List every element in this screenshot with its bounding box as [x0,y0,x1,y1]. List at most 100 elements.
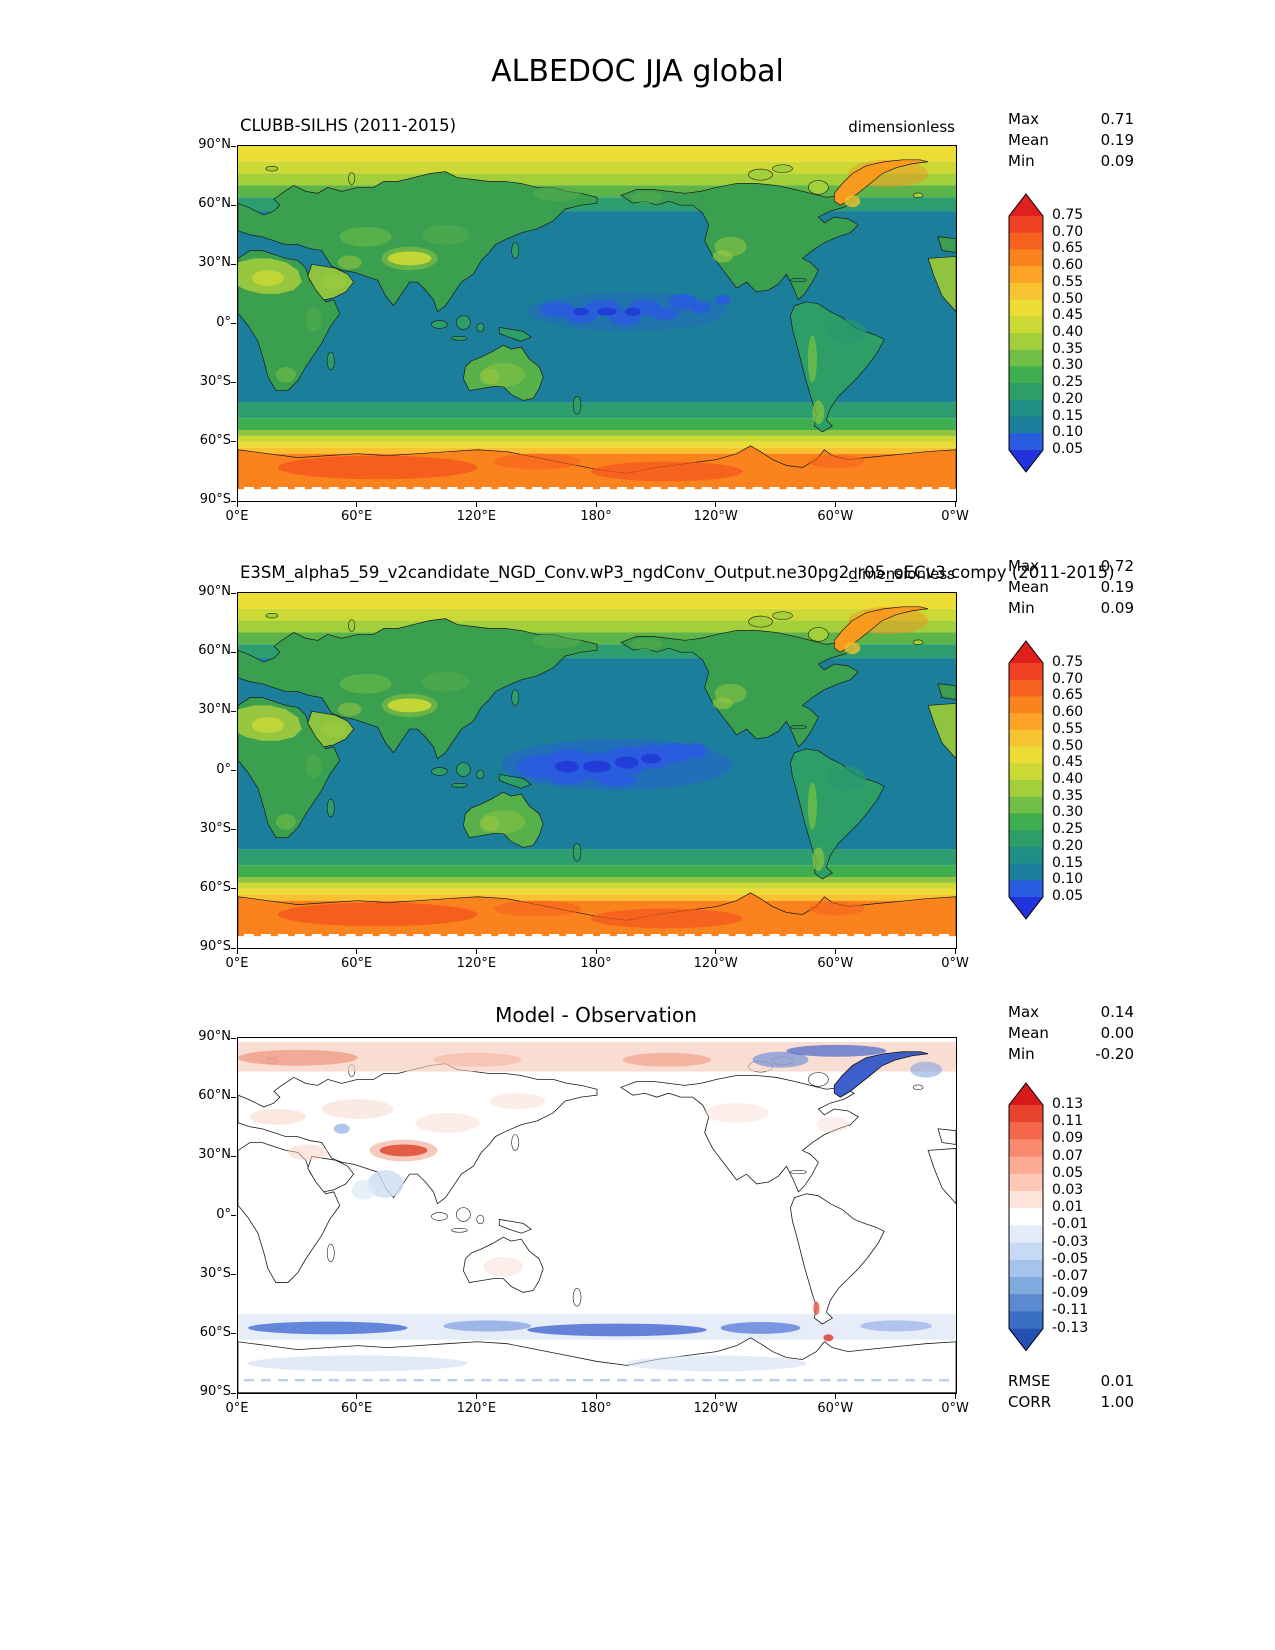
y-tick-label: 60°S [199,1324,231,1340]
y-tick-label: 30°N [198,255,231,271]
y-tick-label: 0° [216,314,231,330]
map-svg-diff [238,1038,956,1393]
map-svg-model [238,593,956,948]
colorbar-tick-label: 0.75 [1052,654,1084,670]
colorbar-svg-test [1008,193,1044,473]
stat-value-corr-diff: 1.00 [1100,1393,1134,1411]
x-tick-mark [475,1394,477,1399]
x-tick-mark [236,949,238,954]
colorbar-tick-label: 0.70 [1052,670,1084,687]
y-tick-mark [231,770,236,771]
stat-value-min-diff: -0.20 [1095,1045,1134,1063]
stat-value-mean-test: 0.19 [1100,131,1134,149]
y-tick-mark [231,145,236,147]
panel-title-test: CLUBB-SILHS (2011-2015) [240,116,457,135]
y-tick-mark [231,204,236,206]
colorbar-tick-label: 0.20 [1052,390,1084,407]
y-tick-mark [231,651,236,653]
x-tick-label: 120°W [693,509,738,524]
x-tick-label: 0°E [225,956,249,971]
overlay-layer [238,185,956,501]
x-tick-label: 0°E [225,509,249,524]
y-tick-label: 0° [216,1206,231,1222]
y-tick-label: 60°S [199,879,231,895]
x-tick-mark [954,949,956,954]
stat-value-mean-model: 0.19 [1100,578,1134,596]
colorbar-tick-label: -0.03 [1052,1233,1089,1250]
x-tick-label: 60°W [817,509,854,524]
x-tick-label: 60°W [817,956,854,971]
x-tick-mark [595,949,597,954]
y-tick-mark [231,1096,236,1098]
stat-label-max-test: Max [1008,110,1040,128]
x-tick-mark [236,502,238,507]
map-model [237,592,957,949]
x-tick-mark [356,502,358,507]
stat-value-rmse-diff: 0.01 [1100,1372,1134,1390]
x-tick-label: 0°W [941,509,969,524]
stat-label-rmse-diff: RMSE [1008,1372,1051,1390]
x-tick-label: 60°E [341,509,373,524]
colorbar-svg-diff [1008,1082,1044,1352]
y-tick-label: 60°S [199,432,231,448]
colorbar-tick-label: 0.70 [1052,223,1084,240]
x-tick-label: 120°W [693,1401,738,1416]
x-tick-label: 120°E [456,1401,497,1416]
colorbar-tick-label: 0.25 [1052,374,1084,391]
overlay-layer [238,1041,956,1382]
y-tick-label: 30°S [199,820,231,836]
y-tick-mark [231,1037,236,1039]
x-tick-label: 120°W [693,956,738,971]
y-tick-label: 30°S [199,373,231,389]
colorbar-tick-label: 0.50 [1052,290,1084,307]
y-tick-mark [231,500,236,502]
stat-value-max-diff: 0.14 [1100,1003,1134,1021]
y-tick-label: 30°S [199,1265,231,1281]
colorbar-tick-label: 0.05 [1052,440,1084,457]
y-tick-mark [231,829,236,831]
land-layer [238,1051,956,1393]
y-tick-label: 90°S [199,939,231,954]
colorbar-tick-label: 0.65 [1052,687,1084,704]
x-tick-mark [475,949,477,954]
colorbar-tick-label: 0.05 [1052,1164,1084,1181]
colorbar-tick-label: -0.13 [1052,1319,1089,1336]
y-tick-mark [231,441,236,443]
y-tick-label: 60°N [198,643,231,659]
panel-title-diff: Model - Observation [495,1003,697,1027]
colorbar-tick-label: 0.35 [1052,787,1084,804]
stat-value-mean-diff: 0.00 [1100,1024,1134,1042]
y-tick-label: 30°N [198,1147,231,1163]
stat-value-min-test: 0.09 [1100,152,1134,170]
y-tick-mark [231,1333,236,1335]
colorbar-tick-label: 0.30 [1052,804,1084,821]
y-tick-mark [231,947,236,949]
x-tick-mark [954,1394,956,1399]
colorbar-tick-label: 0.35 [1052,340,1084,357]
x-tick-label: 180° [580,1401,612,1416]
x-tick-mark [834,502,836,507]
y-tick-label: 90°N [198,584,231,599]
colorbar-tick-label: -0.11 [1052,1302,1089,1319]
y-tick-mark [231,1215,236,1216]
map-test [237,145,957,502]
panel-title-model: E3SM_alpha5_59_v2candidate_NGD_Conv.wP3_… [240,563,1115,582]
x-tick-mark [356,1394,358,1399]
colorbar-tick-label: 0.50 [1052,737,1084,754]
colorbar-tick-label: 0.01 [1052,1199,1084,1216]
colorbar-tick-label: 0.15 [1052,407,1084,424]
stat-label-max-diff: Max [1008,1003,1040,1021]
y-tick-label: 0° [216,761,231,777]
colorbar-tick-label: 0.03 [1052,1182,1084,1198]
colorbar-tick-label: 0.75 [1052,207,1084,223]
colorbar-tick-label: 0.10 [1052,424,1084,441]
stat-value-max-test: 0.71 [1100,110,1134,128]
colorbar-tick-label: 0.45 [1052,754,1084,771]
x-tick-label: 60°E [341,1401,373,1416]
ocean-feature-layer [238,1314,956,1340]
x-tick-label: 180° [580,509,612,524]
ocean-feature-layer [501,738,733,791]
y-tick-mark [231,592,236,594]
colorbar-tick-label: 0.15 [1052,854,1084,871]
